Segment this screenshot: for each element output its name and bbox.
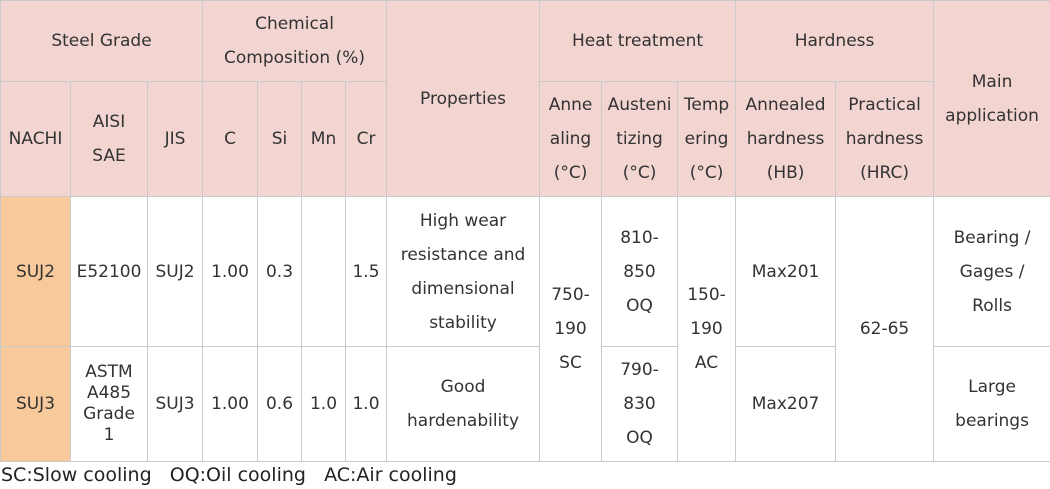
nachi-cell: SUJ3: [0, 346, 71, 462]
austenitizing-header: Austeni tizing (°C): [601, 81, 679, 197]
mn-cell: 1.0: [301, 346, 347, 462]
jis-header: JIS: [146, 81, 204, 197]
si-cell: 0.6: [257, 346, 303, 462]
application-cell: Large bearings: [933, 346, 1050, 462]
heat-treatment-header: Heat treatment: [539, 0, 737, 82]
jis-cell: SUJ2: [146, 196, 204, 347]
mn-header: Mn: [301, 81, 347, 197]
application-cell: Bearing / Gages / Rolls: [933, 196, 1050, 347]
si-cell: 0.3: [257, 196, 303, 347]
c-header: C: [202, 81, 259, 197]
austenitizing-cell: 790- 830 OQ: [601, 346, 679, 462]
nachi-cell: SUJ2: [0, 196, 71, 347]
si-header: Si: [257, 81, 303, 197]
cr-cell: 1.0: [345, 346, 388, 462]
aisi-sae-header: AISI SAE: [70, 81, 148, 197]
practical-hardness-cell: 62-65: [835, 196, 935, 462]
tempering-header: Temp ering (°C): [677, 81, 737, 197]
steel-spec-table: Steel Grade Chemical Composition (%) Pro…: [0, 0, 1050, 462]
annealed-hardness-cell: Max207: [735, 346, 837, 462]
hardness-header: Hardness: [735, 0, 935, 82]
tempering-cell: 150- 190 AC: [677, 196, 737, 462]
jis-cell: SUJ3: [146, 346, 204, 462]
main-application-header: Main application: [933, 0, 1050, 197]
nachi-header: NACHI: [0, 81, 71, 197]
table-row: SUJ3 ASTM A485 Grade 1 SUJ3 1.00 0.6 1.0…: [0, 346, 1050, 462]
properties-cell: High wear resistance and dimensional sta…: [386, 196, 541, 347]
properties-header: Properties: [386, 0, 541, 197]
cooling-footnote: SC:Slow cooling OQ:Oil cooling AC:Air co…: [1, 464, 457, 486]
cr-header: Cr: [345, 81, 388, 197]
austenitizing-cell: 810- 850 OQ: [601, 196, 679, 347]
c-cell: 1.00: [202, 196, 259, 347]
mn-cell: [301, 196, 347, 347]
chemical-composition-header: Chemical Composition (%): [202, 0, 388, 82]
aisi-cell: ASTM A485 Grade 1: [70, 346, 148, 462]
annealed-hardness-cell: Max201: [735, 196, 837, 347]
annealing-cell: 750- 190 SC: [539, 196, 603, 462]
c-cell: 1.00: [202, 346, 259, 462]
practical-hardness-header: Practical hardness (HRC): [835, 81, 935, 197]
steel-grade-header: Steel Grade: [0, 0, 204, 82]
table-row: SUJ2 E52100 SUJ2 1.00 0.3 1.5 High wear …: [0, 196, 1050, 462]
cr-cell: 1.5: [345, 196, 388, 347]
properties-cell: Good hardenability: [386, 346, 541, 462]
aisi-cell: E52100: [70, 196, 148, 347]
annealed-hardness-header: Annealed hardness (HB): [735, 81, 837, 197]
annealing-header: Anne aling (°C): [539, 81, 603, 197]
